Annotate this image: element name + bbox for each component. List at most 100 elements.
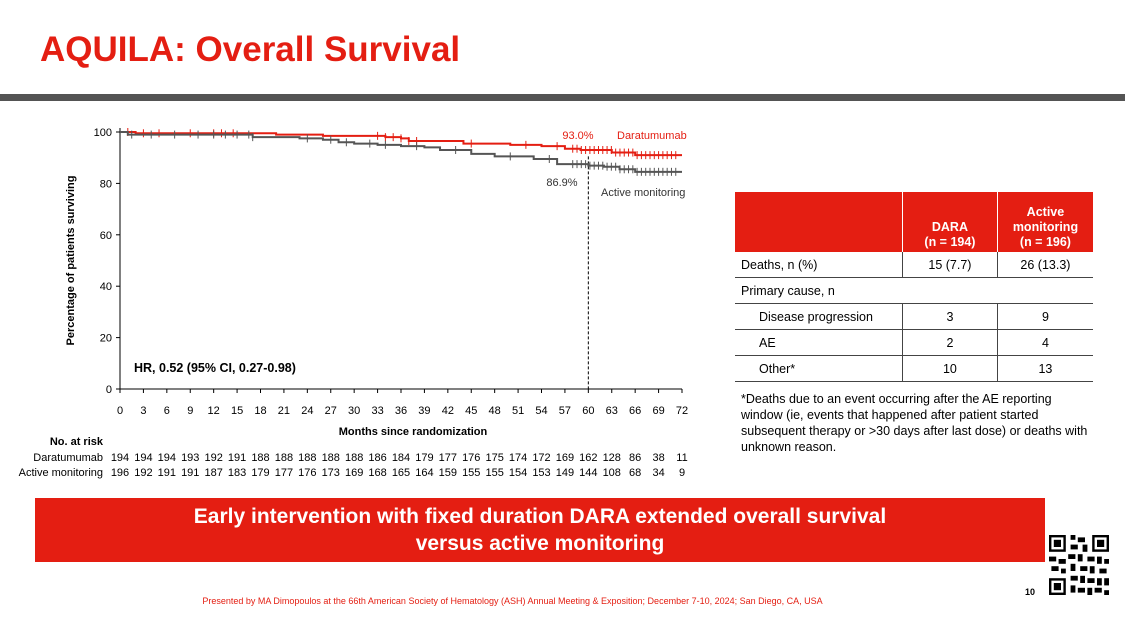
- at-risk-value: 168: [368, 467, 386, 479]
- table-row: Disease progression 3 9: [735, 303, 1093, 330]
- at-risk-value: 196: [111, 467, 129, 479]
- daratumumab-percent-label: 93.0%: [562, 130, 593, 142]
- at-risk-value: 188: [322, 452, 340, 464]
- x-axis-label: Months since randomization: [339, 426, 488, 438]
- at-risk-value: 177: [439, 452, 457, 464]
- at-risk-value: 191: [181, 467, 199, 479]
- at-risk-value: 176: [462, 452, 480, 464]
- x-tick-label: 27: [325, 405, 337, 417]
- x-tick-label: 3: [140, 405, 146, 417]
- at-risk-value: 194: [158, 452, 176, 464]
- credit-text: Presented by MA Dimopoulos at the 66th A…: [202, 596, 823, 606]
- x-tick-label: 24: [301, 405, 313, 417]
- x-tick-label: 54: [535, 405, 547, 417]
- at-risk-value: 154: [509, 467, 527, 479]
- at-risk-value: 155: [462, 467, 480, 479]
- table-cell-dara: 10: [901, 355, 998, 382]
- y-tick-label: 60: [100, 230, 112, 242]
- at-risk-value: 174: [509, 452, 527, 464]
- chart-series: [120, 128, 682, 176]
- table-header-blank: [735, 192, 903, 252]
- at-risk-value: 34: [652, 467, 664, 479]
- chart-axes: [116, 128, 683, 393]
- x-tick-label: 72: [676, 405, 688, 417]
- x-tick-label: 63: [606, 405, 618, 417]
- title-divider: [0, 94, 1125, 101]
- y-tick-label: 80: [100, 178, 112, 190]
- x-tick-label: 45: [465, 405, 477, 417]
- table-row: Primary cause, n: [735, 277, 1093, 304]
- at-risk-value: 191: [228, 452, 246, 464]
- at-risk-value: 183: [228, 467, 246, 479]
- at-risk-table: No. at risk Daratumumab 194 194 194 193 192 191…: [19, 436, 688, 479]
- table-row-label: AE: [735, 329, 903, 356]
- at-risk-value: 169: [345, 467, 363, 479]
- at-risk-value: 177: [275, 467, 293, 479]
- y-tick-label: 40: [100, 281, 112, 293]
- active-monitoring-series-label: Active monitoring: [601, 187, 685, 199]
- x-tick-label: 18: [254, 405, 266, 417]
- hazard-ratio-label: HR, 0.52 (95% CI, 0.27-0.98): [134, 361, 296, 375]
- table-footnote: *Deaths due to an event occurring after …: [741, 392, 1088, 454]
- active-monitoring-percent-label: 86.9%: [546, 177, 577, 189]
- at-risk-value: 179: [251, 467, 269, 479]
- at-risk-value: 188: [251, 452, 269, 464]
- page-number: 10: [1025, 587, 1036, 597]
- banner-line-1: Early intervention with fixed duration D…: [193, 505, 887, 528]
- at-risk-value: 11: [676, 452, 687, 464]
- y-tick-label: 0: [106, 384, 112, 396]
- x-tick-label: 21: [278, 405, 290, 417]
- at-risk-value: 176: [298, 467, 316, 479]
- at-risk-value: 192: [134, 467, 152, 479]
- censor-marks-active-monitoring: [131, 130, 677, 176]
- at-risk-value: 164: [415, 467, 433, 479]
- presentation-credit: Presented by MA Dimopoulos at the 66th A…: [0, 596, 1125, 606]
- y-tick-label: 20: [100, 333, 112, 345]
- at-risk-value: 149: [556, 467, 574, 479]
- at-risk-value: 187: [204, 467, 222, 479]
- table-row: Deaths, n (%) 15 (7.7) 26 (13.3): [735, 252, 1093, 278]
- table-cell-dara: 15 (7.7): [901, 252, 998, 278]
- at-risk-value: 9: [679, 467, 685, 479]
- x-tick-label: 48: [489, 405, 501, 417]
- table-header-dara: DARA (n = 194): [901, 192, 998, 252]
- table-row-label: Primary cause, n: [735, 277, 1093, 304]
- at-risk-value: 86: [629, 452, 641, 464]
- at-risk-header: No. at risk: [50, 436, 104, 448]
- at-risk-value: 193: [181, 452, 199, 464]
- deaths-table: DARA (n = 194) Active monitoring (n = 196) …: [735, 192, 1093, 382]
- at-risk-value: 153: [532, 467, 550, 479]
- qr-code-icon[interactable]: [1049, 535, 1109, 595]
- table-header-active-monitoring: Active monitoring (n = 196): [996, 192, 1093, 252]
- at-risk-value: 155: [485, 467, 503, 479]
- x-tick-label: 66: [629, 405, 641, 417]
- table-cell-active-monitoring: 4: [996, 329, 1093, 356]
- y-axis-label: Percentage of patients surviving: [65, 176, 77, 346]
- x-tick-label: 39: [418, 405, 430, 417]
- table-cell-dara: 3: [901, 303, 998, 330]
- at-risk-value: 175: [485, 452, 503, 464]
- x-tick-label: 51: [512, 405, 524, 417]
- x-tick-label: 30: [348, 405, 360, 417]
- at-risk-value: 169: [556, 452, 574, 464]
- table-row-label: Deaths, n (%): [735, 252, 903, 278]
- conclusion-banner: Early intervention with fixed duration D…: [35, 498, 1045, 562]
- at-risk-value: 162: [579, 452, 597, 464]
- table-row-label: Other*: [735, 355, 903, 382]
- x-tick-label: 69: [652, 405, 664, 417]
- at-risk-value: 186: [368, 452, 386, 464]
- x-tick-label: 60: [582, 405, 594, 417]
- x-tick-label: 36: [395, 405, 407, 417]
- at-risk-value: 173: [322, 467, 340, 479]
- at-risk-value: 108: [603, 467, 621, 479]
- at-risk-value: 68: [629, 467, 641, 479]
- table-cell-active-monitoring: 9: [996, 303, 1093, 330]
- table-cell-dara: 2: [901, 329, 998, 356]
- at-risk-value: 144: [579, 467, 597, 479]
- x-tick-label: 6: [164, 405, 170, 417]
- table-row: AE 2 4: [735, 329, 1093, 356]
- at-risk-value: 194: [111, 452, 129, 464]
- page-title: AQUILA: Overall Survival: [40, 30, 461, 69]
